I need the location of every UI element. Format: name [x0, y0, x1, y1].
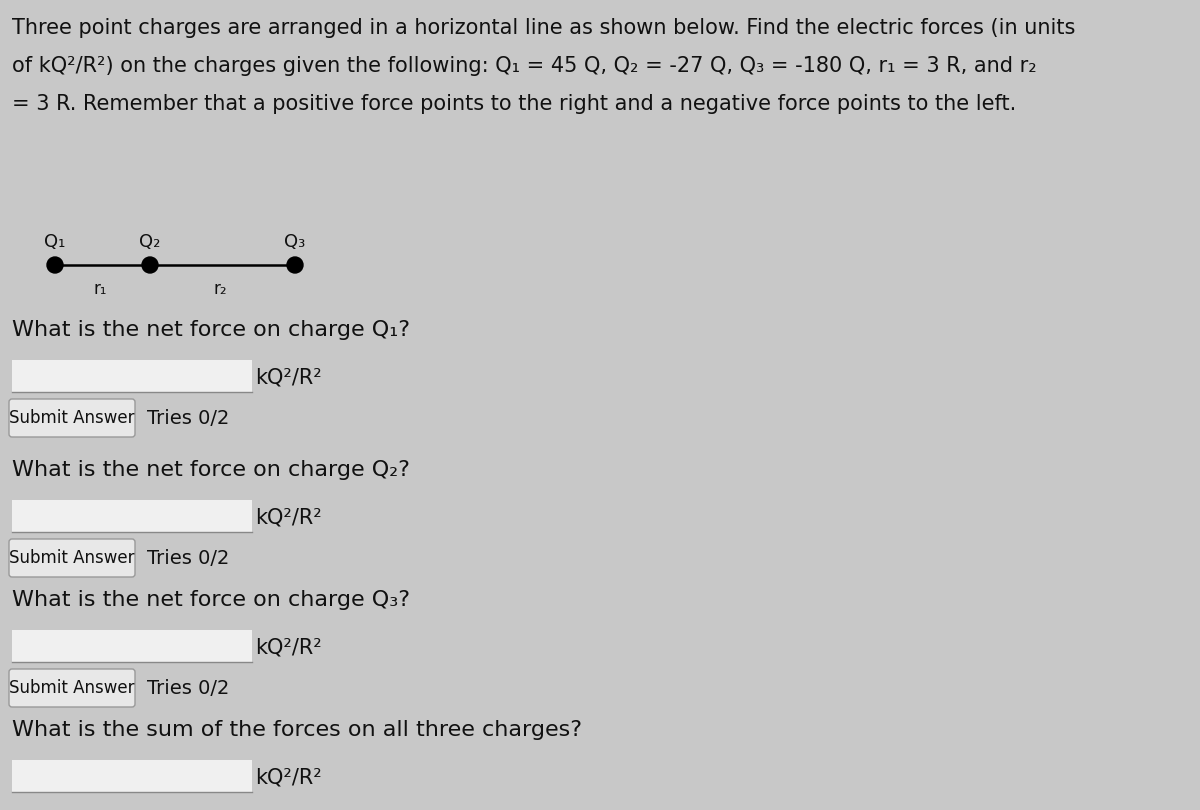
Text: Submit Answer: Submit Answer	[10, 679, 134, 697]
Text: What is the net force on charge Q₁?: What is the net force on charge Q₁?	[12, 320, 410, 340]
Text: Tries 0/2: Tries 0/2	[148, 679, 229, 697]
FancyBboxPatch shape	[12, 500, 252, 532]
Text: of kQ²/R²) on the charges given the following: Q₁ = 45 Q, Q₂ = -27 Q, Q₃ = -180 : of kQ²/R²) on the charges given the foll…	[12, 56, 1037, 76]
FancyBboxPatch shape	[10, 399, 134, 437]
Circle shape	[142, 257, 158, 273]
Circle shape	[287, 257, 302, 273]
Text: kQ²/R²: kQ²/R²	[256, 767, 322, 787]
Circle shape	[47, 257, 64, 273]
FancyBboxPatch shape	[10, 539, 134, 577]
Text: Tries 0/2: Tries 0/2	[148, 548, 229, 568]
Text: What is the net force on charge Q₂?: What is the net force on charge Q₂?	[12, 460, 410, 480]
FancyBboxPatch shape	[12, 760, 252, 792]
Text: What is the sum of the forces on all three charges?: What is the sum of the forces on all thr…	[12, 720, 582, 740]
FancyBboxPatch shape	[10, 669, 134, 707]
Text: Q₃: Q₃	[284, 233, 306, 251]
Text: kQ²/R²: kQ²/R²	[256, 507, 322, 527]
Text: r₂: r₂	[214, 280, 227, 298]
Text: What is the net force on charge Q₃?: What is the net force on charge Q₃?	[12, 590, 410, 610]
Text: kQ²/R²: kQ²/R²	[256, 367, 322, 387]
FancyBboxPatch shape	[12, 360, 252, 392]
Text: Q₁: Q₁	[44, 233, 66, 251]
Text: Q₂: Q₂	[139, 233, 161, 251]
Text: Submit Answer: Submit Answer	[10, 549, 134, 567]
Text: Submit Answer: Submit Answer	[10, 409, 134, 427]
Text: Three point charges are arranged in a horizontal line as shown below. Find the e: Three point charges are arranged in a ho…	[12, 18, 1075, 38]
Text: r₁: r₁	[94, 280, 107, 298]
Text: kQ²/R²: kQ²/R²	[256, 637, 322, 657]
Text: Tries 0/2: Tries 0/2	[148, 408, 229, 428]
FancyBboxPatch shape	[12, 630, 252, 662]
Text: = 3 R. Remember that a positive force points to the right and a negative force p: = 3 R. Remember that a positive force po…	[12, 94, 1016, 114]
